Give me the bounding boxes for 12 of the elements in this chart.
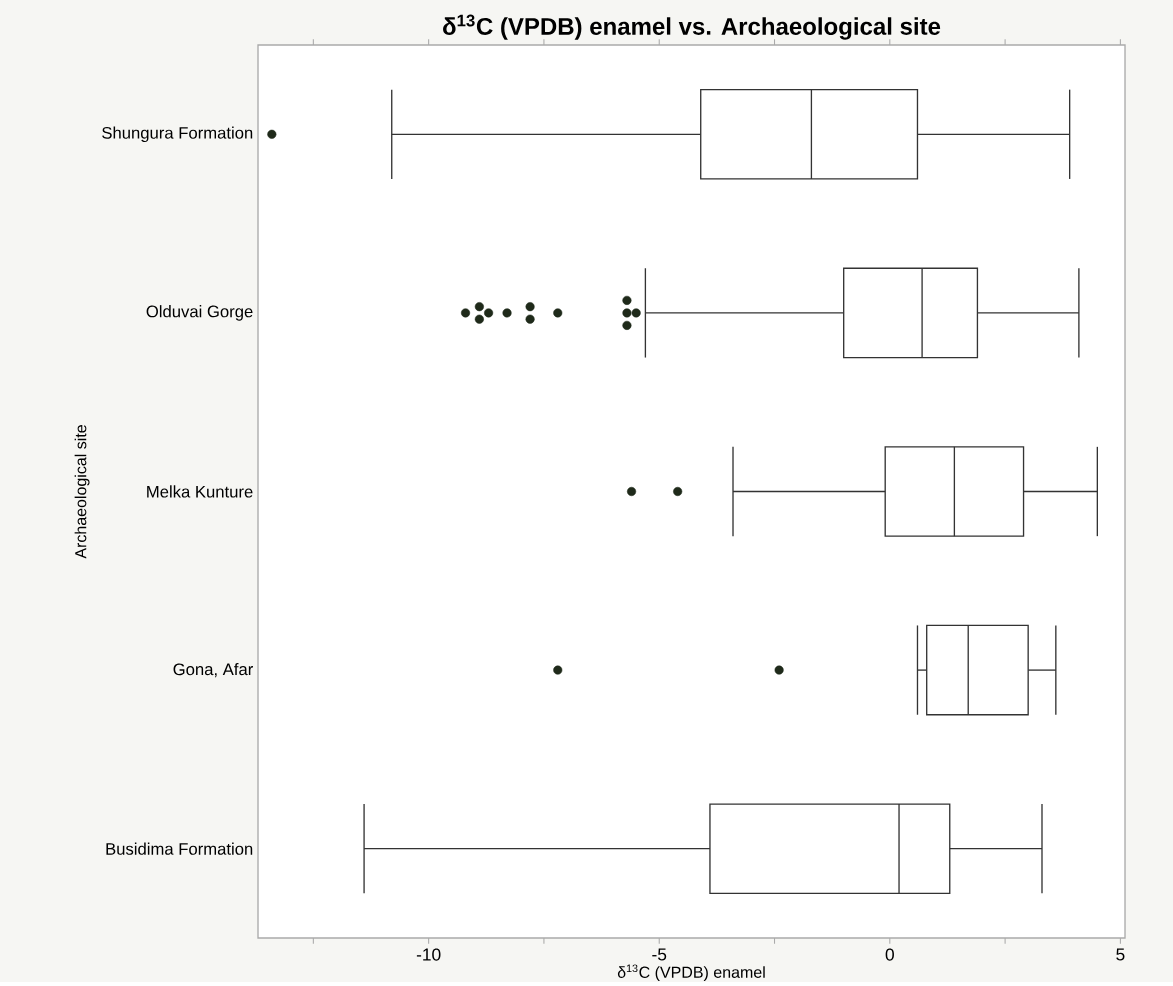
x-tick-label: 0 <box>885 948 894 961</box>
x-tick-label: -5 <box>652 948 667 961</box>
y-tick-label: Gona, Afar <box>173 663 253 678</box>
y-axis-title: Archaeological site <box>74 425 90 559</box>
y-tick-label: Shungura Formation <box>102 126 253 143</box>
x-tick-label: 5 <box>1116 948 1125 961</box>
chart-title: δ$^{13}$C (VPDB) enamel vs. Archaeological site <box>443 14 941 40</box>
x-axis-title: δ$^{13}$C (VPDB) enamel <box>617 964 765 982</box>
y-tick-label: Busidima Formation <box>106 842 253 856</box>
x-tick-label: -10 <box>416 948 441 961</box>
y-tick-label: Melka Kunture <box>147 485 253 498</box>
y-tick-label: Olduvai Gorge <box>146 305 253 321</box>
